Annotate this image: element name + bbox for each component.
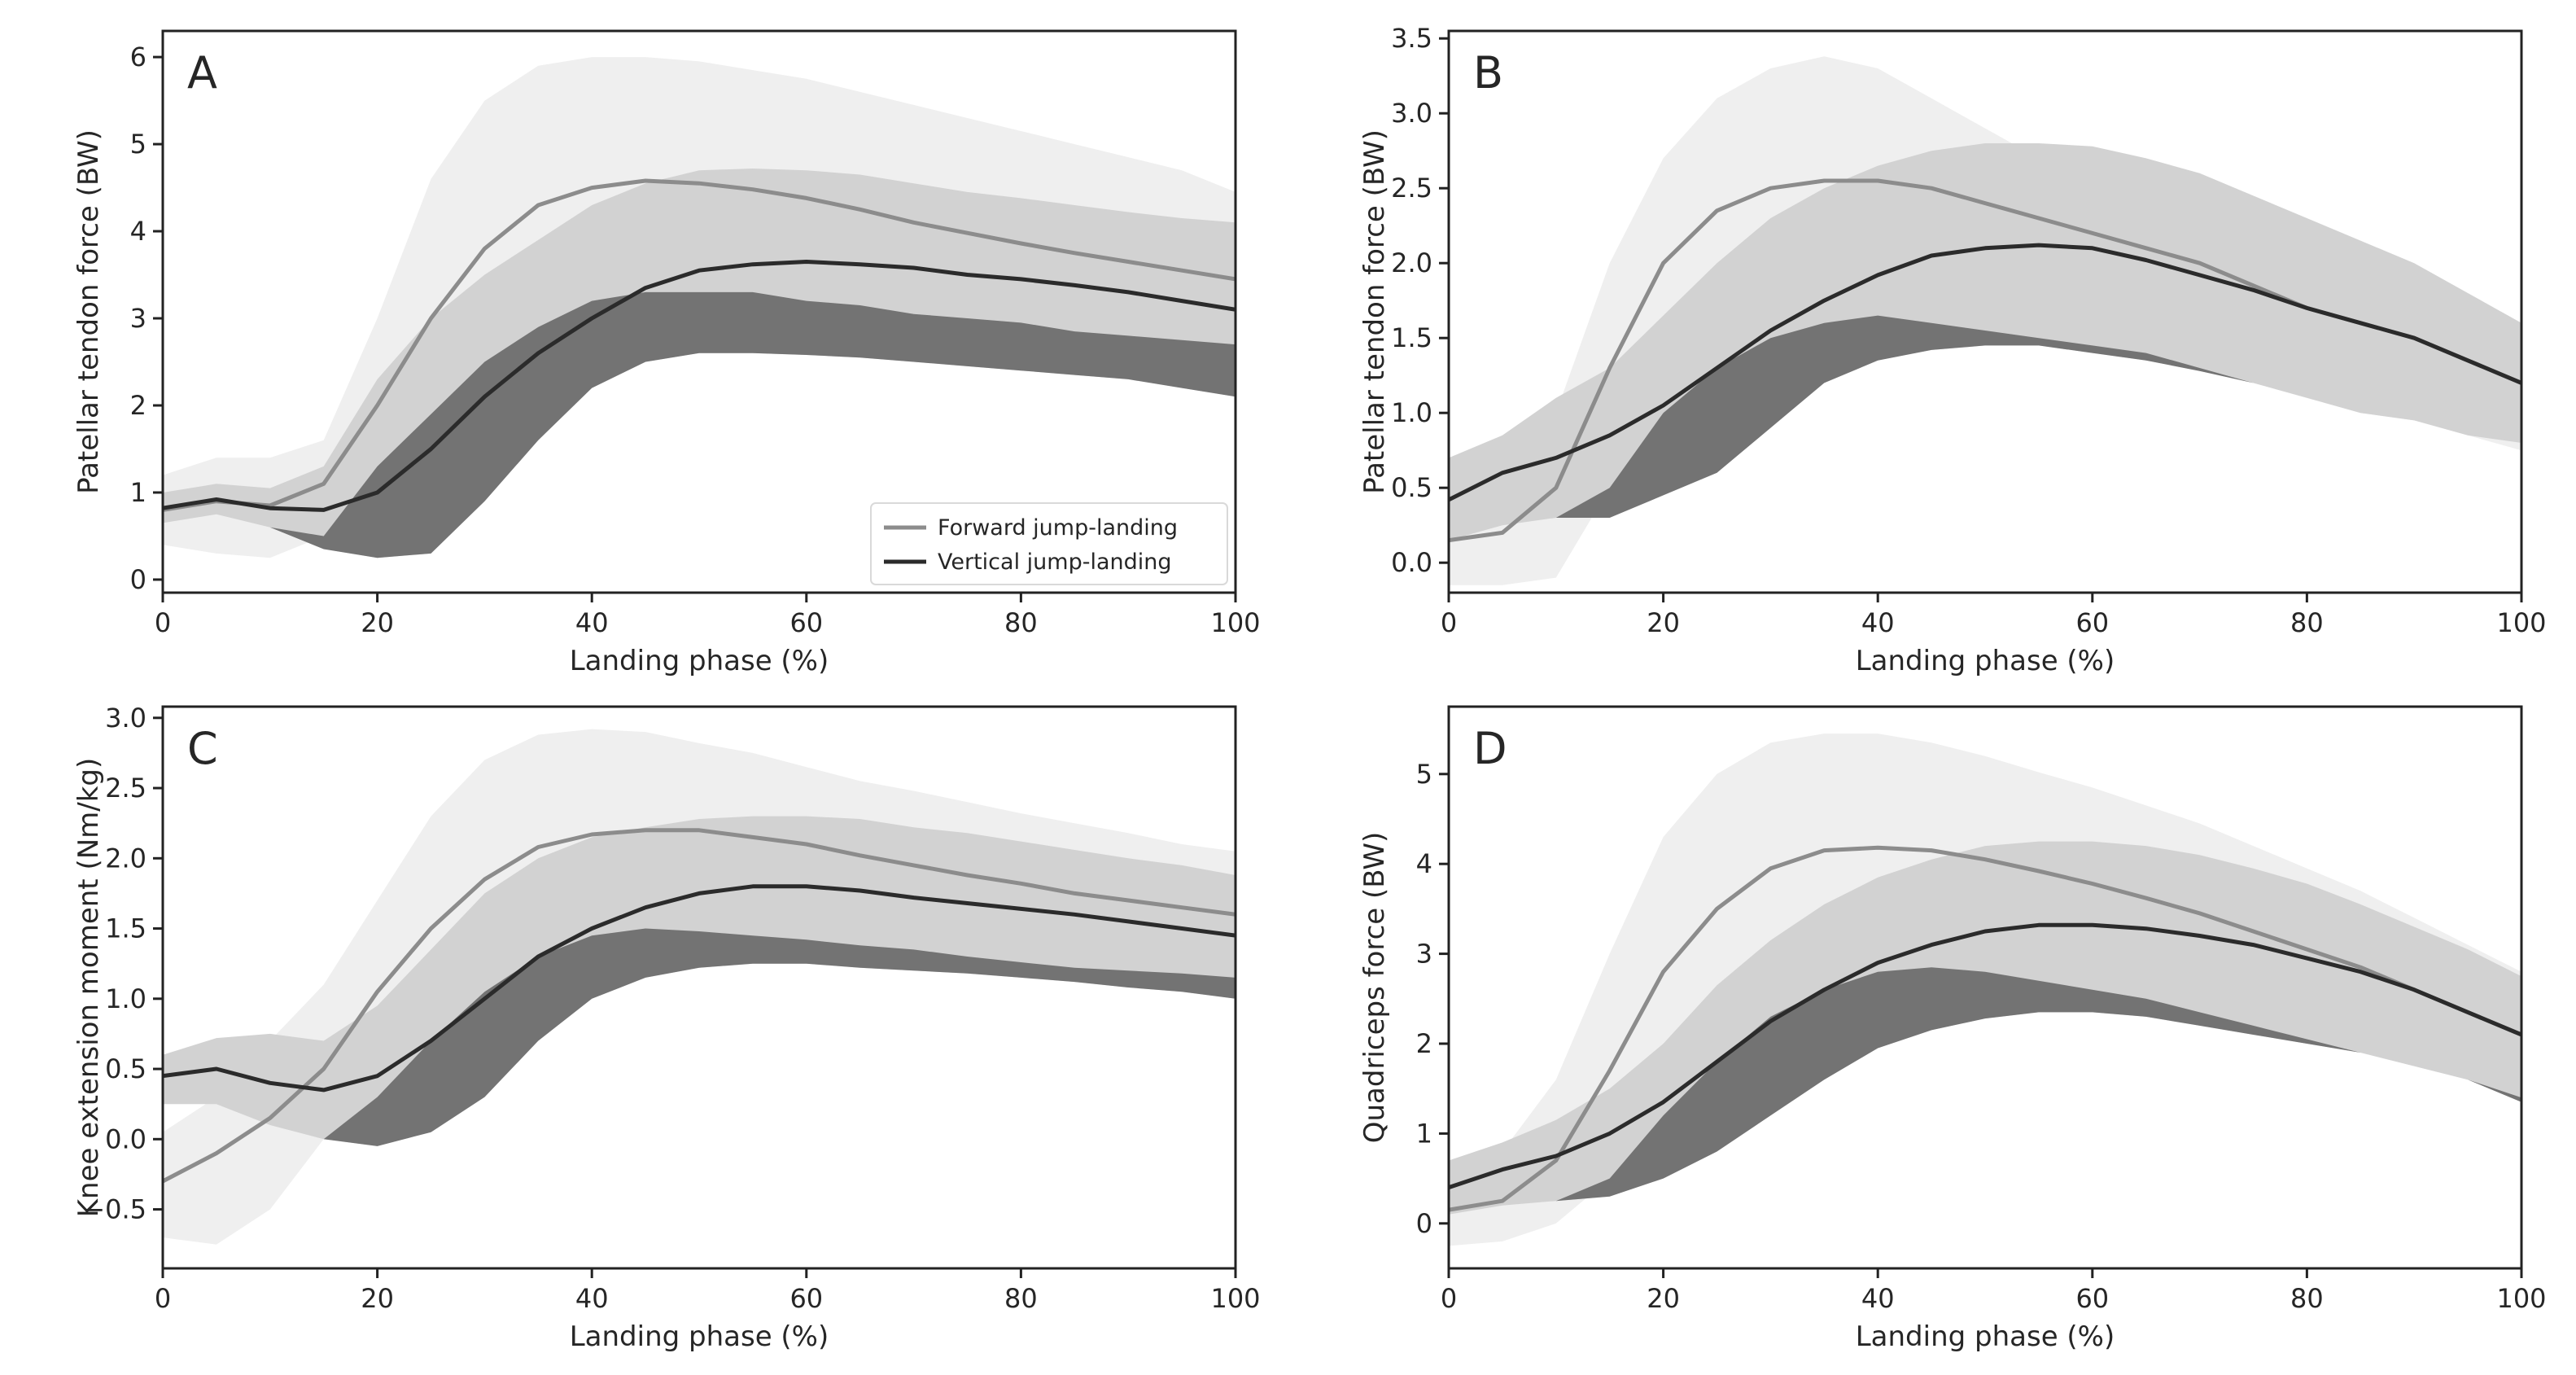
y-tick-label: 2.5 <box>105 773 147 804</box>
panel-c: 0 20 40 60 80 100 −0.5 0.0 0.5 1.0 1.5 2.0 2.5 3.0 Lan… <box>72 703 1261 1353</box>
x-tick-label: 0 <box>155 1283 171 1314</box>
y-tick-label: 2 <box>130 390 147 421</box>
y-tick-label: 4 <box>130 216 147 247</box>
x-tick-label: 40 <box>1861 607 1895 638</box>
y-tick-label: 3 <box>1416 939 1432 970</box>
x-tick-label: 80 <box>1004 1283 1038 1314</box>
x-tick-label: 40 <box>1861 1283 1895 1314</box>
x-tick-label: 20 <box>361 607 394 638</box>
x-axis-title: Landing phase (%) <box>570 645 829 677</box>
y-axis-title: Knee extension moment (Nm/kg) <box>72 758 105 1218</box>
y-tick-label: 1 <box>130 477 147 508</box>
panel-letter: A <box>187 47 217 99</box>
forward-sd-band <box>163 729 1236 1245</box>
plot-area <box>1449 56 2521 585</box>
panel-b: 0 20 40 60 80 100 0.0 0.5 1.0 1.5 2.0 2.5 3.0 3.5 Land… <box>1358 23 2547 677</box>
x-tick-label: 80 <box>2290 1283 2324 1314</box>
vertical-sd-band-exclusive <box>1449 967 2521 1215</box>
x-tick-label: 100 <box>1210 1283 1260 1314</box>
x-tick-label: 20 <box>1647 1283 1680 1314</box>
y-tick-label: 1 <box>1416 1118 1432 1149</box>
x-tick-label: 0 <box>1441 607 1457 638</box>
y-axis-title: Patellar tendon force (BW) <box>72 129 105 494</box>
y-tick-label: 2.0 <box>1391 247 1432 278</box>
legend-label: Forward jump-landing <box>938 515 1178 541</box>
x-tick-label: 20 <box>1647 607 1680 638</box>
y-tick-label: 1.5 <box>105 913 147 944</box>
plot-area <box>163 729 1236 1245</box>
panel-letter: C <box>187 723 218 774</box>
x-tick-label: 60 <box>2075 1283 2109 1314</box>
panel-a: 0 20 40 60 80 100 0 1 2 3 4 5 6 Landing phase (%) Pate… <box>72 29 1261 677</box>
forward-sd-band <box>163 57 1236 558</box>
x-tick-label: 20 <box>361 1283 394 1314</box>
x-tick-label: 100 <box>1210 607 1260 638</box>
vertical-mean-line <box>1449 243 2521 502</box>
x-tick-label: 60 <box>789 1283 823 1314</box>
y-tick-label: 2.5 <box>1391 173 1432 204</box>
x-axis-title: Landing phase (%) <box>1856 1320 2115 1353</box>
y-tick-label: 5 <box>130 129 147 160</box>
vertical-sd-band-exclusive <box>163 291 1236 558</box>
x-tick-label: 100 <box>2496 1283 2546 1314</box>
y-tick-label: 0 <box>130 564 147 595</box>
x-tick-label: 40 <box>575 1283 609 1314</box>
vertical-mean-line <box>1449 922 2521 1189</box>
x-tick-label: 0 <box>1441 1283 1457 1314</box>
y-tick-label: 0 <box>1416 1208 1432 1239</box>
plot-area <box>163 57 1236 558</box>
panel-d: 0 20 40 60 80 100 0 1 2 3 4 5 Landing phase (%) Quadr… <box>1358 705 2547 1353</box>
legend-box <box>870 502 1228 585</box>
y-tick-label: 0.5 <box>105 1053 147 1084</box>
y-tick-label: 4 <box>1416 848 1432 879</box>
vertical-sd-band-exclusive <box>163 928 1236 1146</box>
vertical-mean-line <box>163 260 1236 512</box>
y-tick-label: 3 <box>130 303 147 334</box>
forward-mean-line <box>163 828 1236 1184</box>
y-tick-label: 6 <box>130 42 147 72</box>
y-tick-label: 3.0 <box>1391 98 1432 129</box>
y-tick-label: 2.0 <box>105 843 147 874</box>
y-tick-label: 3.0 <box>105 703 147 733</box>
axes-frame <box>1447 705 2523 1270</box>
legend: Forward jump-landing Vertical jump-landin… <box>870 502 1228 585</box>
x-tick-label: 0 <box>155 607 171 638</box>
y-tick-label: 2 <box>1416 1028 1432 1059</box>
x-tick-label: 80 <box>2290 607 2324 638</box>
axes-frame <box>1447 29 2523 594</box>
axes-frame <box>161 705 1237 1270</box>
panel-letter: D <box>1473 723 1507 774</box>
y-tick-label: 1.0 <box>105 983 147 1014</box>
y-tick-label: 0.0 <box>1391 547 1432 578</box>
x-axis-title: Landing phase (%) <box>1856 645 2115 677</box>
legend-label: Vertical jump-landing <box>938 550 1172 575</box>
y-tick-label: 5 <box>1416 759 1432 790</box>
y-tick-label: −0.5 <box>83 1194 147 1225</box>
y-tick-label: 1.5 <box>1391 322 1432 353</box>
x-tick-label: 100 <box>2496 607 2546 638</box>
vertical-mean-line <box>163 884 1236 1093</box>
axes-frame <box>161 29 1237 594</box>
forward-sd-band <box>1449 733 2521 1246</box>
forward-mean-line <box>163 178 1236 512</box>
x-tick-label: 60 <box>789 607 823 638</box>
plot-area <box>1449 733 2521 1246</box>
forward-mean-line <box>1449 845 2521 1212</box>
y-tick-label: 0.5 <box>1391 472 1432 503</box>
y-tick-label: 0.0 <box>105 1123 147 1154</box>
x-tick-label: 60 <box>2075 607 2109 638</box>
x-tick-label: 40 <box>575 607 609 638</box>
x-axis-title: Landing phase (%) <box>570 1320 829 1353</box>
y-tick-label: 3.5 <box>1391 23 1432 54</box>
y-axis-title: Quadriceps force (BW) <box>1358 832 1391 1144</box>
y-axis-title: Patellar tendon force (BW) <box>1358 129 1391 494</box>
panel-letter: B <box>1473 47 1503 99</box>
x-tick-label: 80 <box>1004 607 1038 638</box>
y-tick-label: 1.0 <box>1391 397 1432 428</box>
vertical-sd-band-exclusive <box>1449 315 2521 541</box>
